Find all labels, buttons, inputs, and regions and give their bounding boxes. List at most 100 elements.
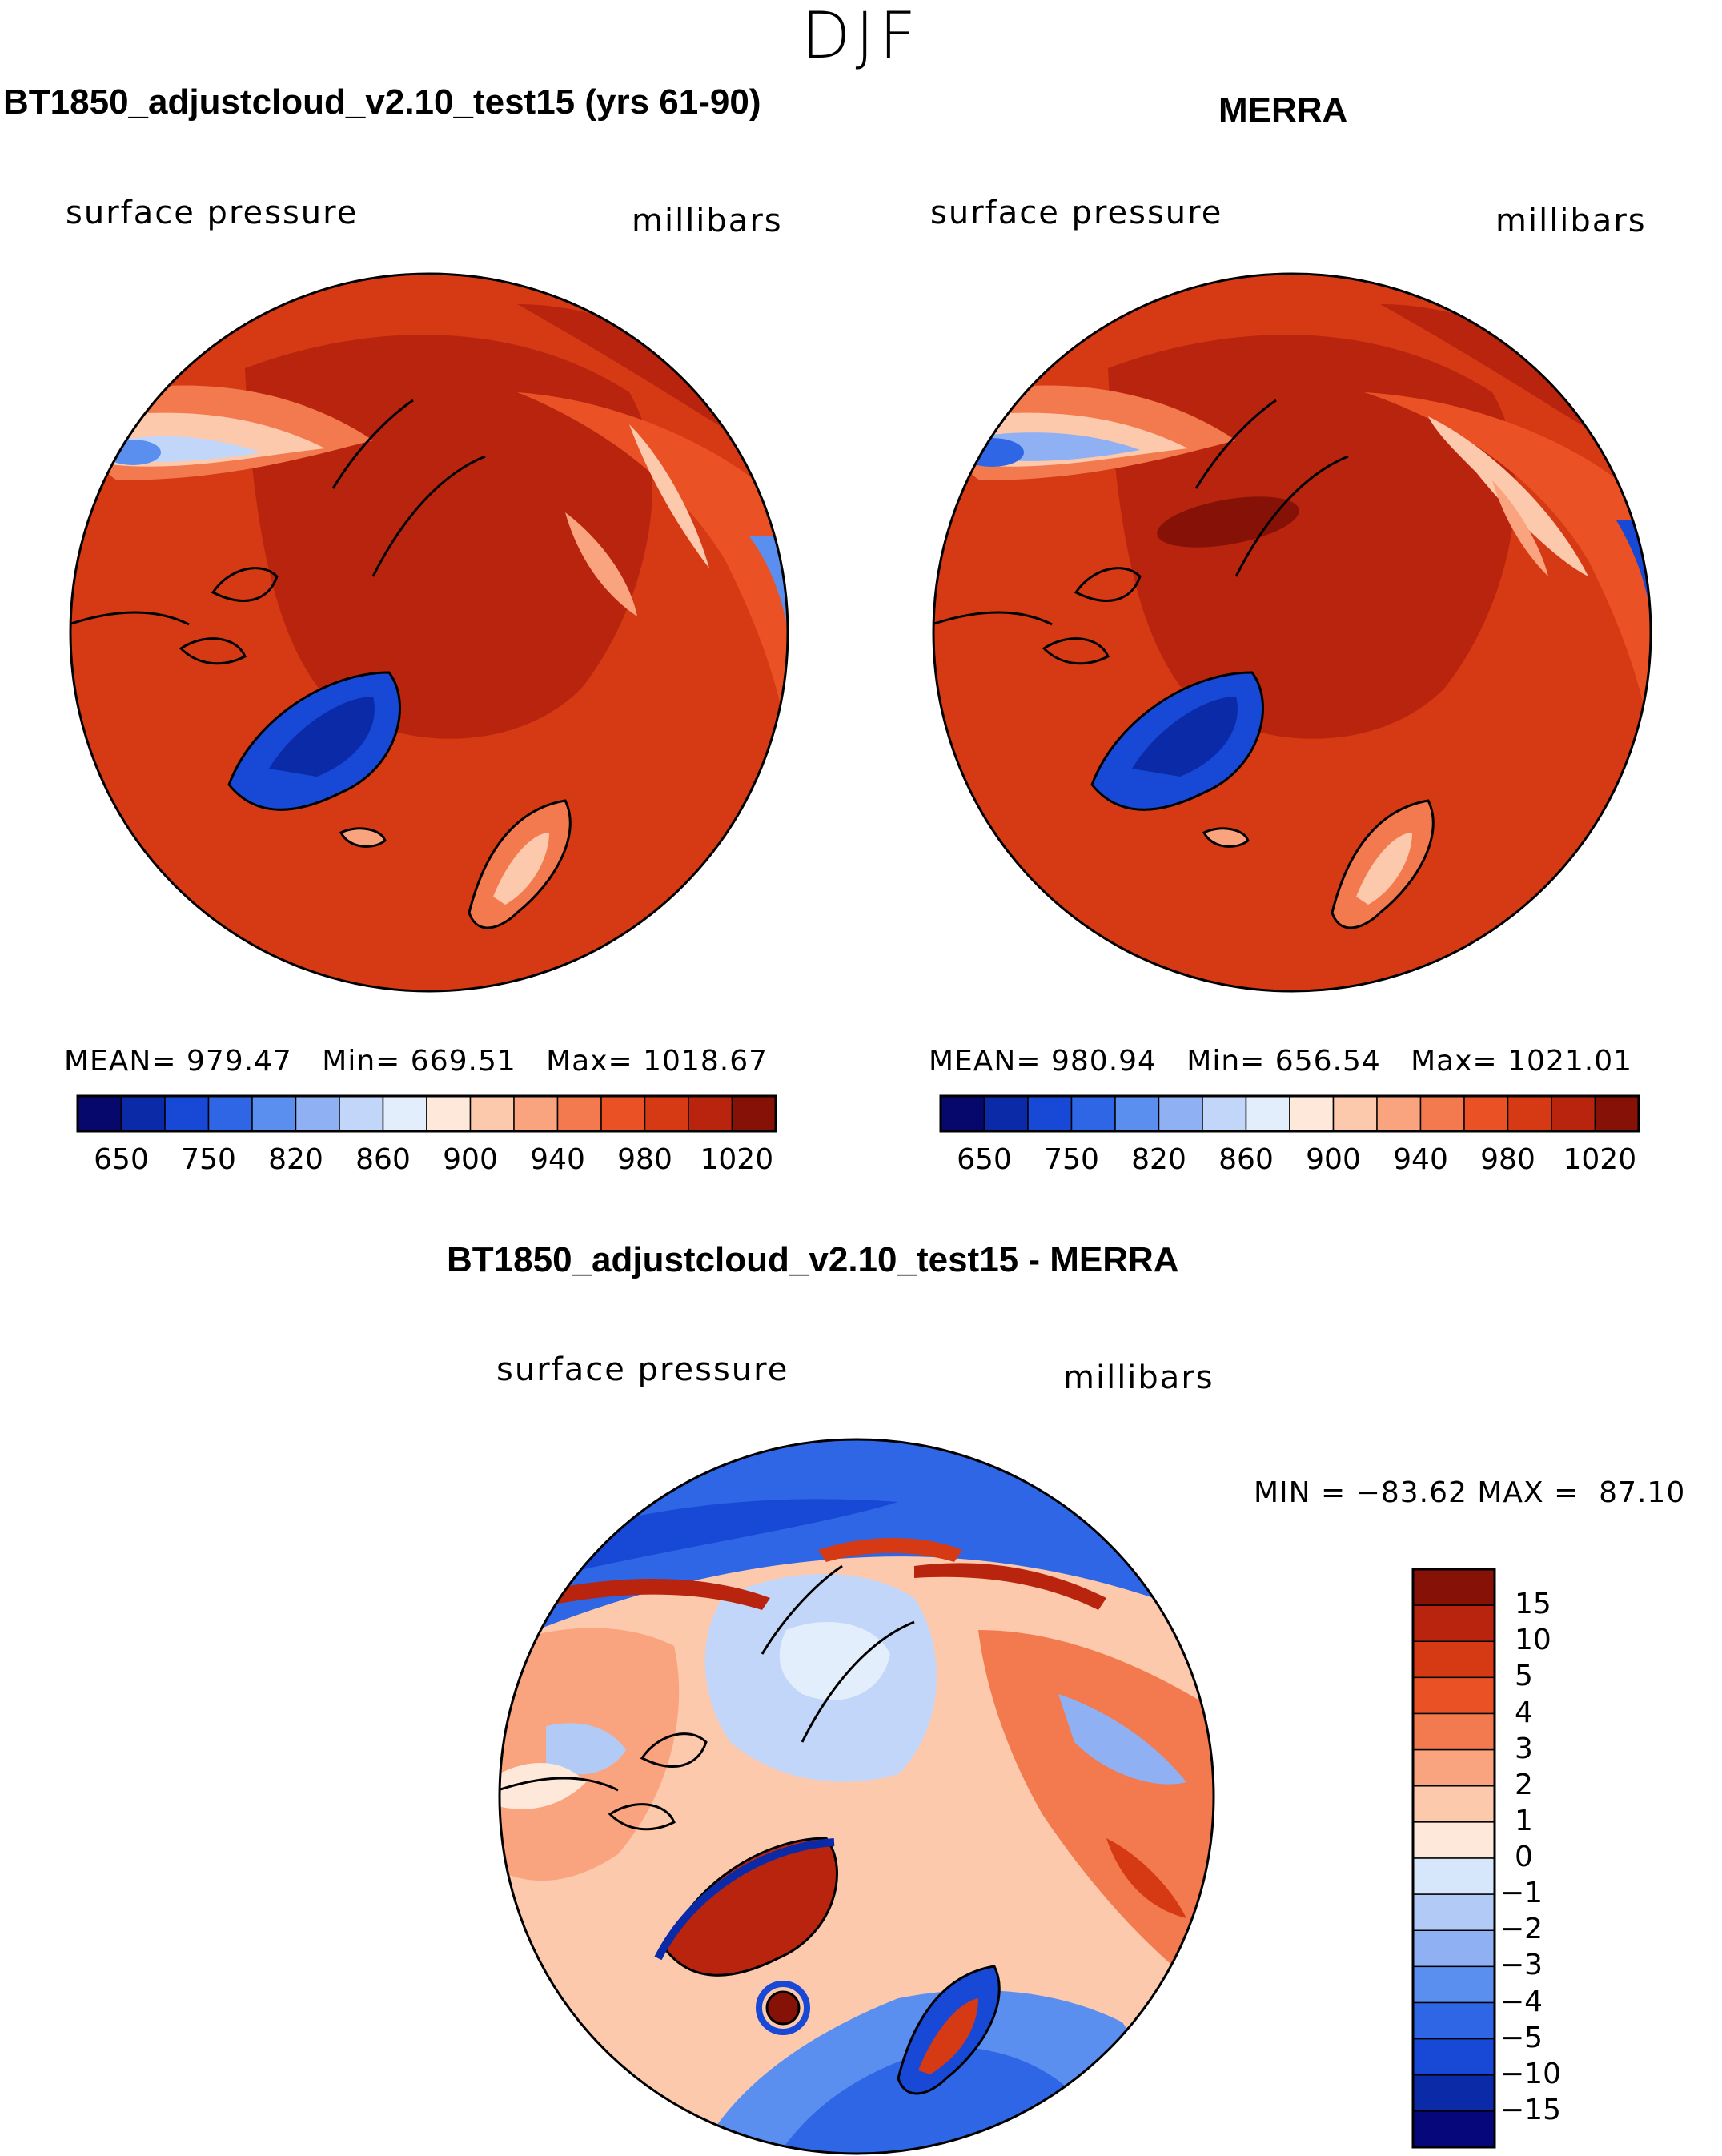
diff-colorbar-tick-label: 1: [1515, 1804, 1533, 1837]
colorbar-tick-label: 650: [957, 1143, 1012, 1176]
colorbar-swatch: [688, 1095, 733, 1132]
colorbar-swatch: [600, 1095, 646, 1132]
model-stats: MEAN= 979.47 Min= 669.51 Max= 1018.67: [64, 1045, 769, 1078]
diff-colorbar-tick-label: −1: [1500, 1877, 1543, 1910]
diff-colorbar-swatch: [1412, 1712, 1495, 1751]
greenland-anomaly: [664, 1837, 838, 1977]
colorbar-tick-label: 980: [617, 1143, 672, 1176]
diff-colorbar-swatch: [1412, 1929, 1495, 1968]
colorbar-swatch: [1551, 1095, 1596, 1132]
colorbar-tick-label: 940: [1393, 1143, 1448, 1176]
obs-polar-map: [932, 272, 1652, 993]
diff-colorbar-tick-label: −2: [1500, 1913, 1543, 1946]
colorbar-swatch: [1463, 1095, 1509, 1132]
diff-colorbar-swatch: [1412, 1821, 1495, 1859]
obs-variable-label: surface pressure: [930, 195, 1223, 231]
diff-colorbar-tick-label: −10: [1500, 2057, 1561, 2090]
colorbar-tick-label: 900: [1306, 1143, 1361, 1176]
model-units-label: millibars: [632, 203, 783, 239]
model-variable-label: surface pressure: [66, 195, 359, 231]
diff-minmax: MIN = −83.62 MAX = 87.10: [1254, 1476, 1686, 1509]
colorbar-tick-label: 860: [355, 1143, 411, 1176]
diff-colorbar-swatch: [1412, 1965, 1495, 2004]
colorbar-swatch: [1245, 1095, 1290, 1132]
colorbar-swatch: [1114, 1095, 1160, 1132]
diff-colorbar-tick-label: −4: [1500, 1985, 1543, 2018]
colorbar-swatch: [644, 1095, 689, 1132]
colorbar-swatch: [1594, 1095, 1640, 1132]
model-polar-map: [69, 272, 789, 993]
diff-colorbar-swatch: [1412, 1893, 1495, 1931]
colorbar-tick-label: 1020: [1563, 1143, 1637, 1176]
colorbar-swatch: [207, 1095, 253, 1132]
diff-colorbar-tick-label: −5: [1500, 2021, 1543, 2054]
colorbar-swatch: [1419, 1095, 1465, 1132]
diff-colorbar-swatch: [1412, 2110, 1495, 2148]
diff-colorbar-ticks: 15 10 5 4 3 2 1 0 −1 −2 −3 −4 −5 −10 −15: [1500, 1569, 1601, 2147]
diff-colorbar-tick-label: 0: [1515, 1841, 1533, 1873]
diff-colorbar-swatch: [1412, 1748, 1495, 1787]
diff-polar-map: [498, 1438, 1215, 2155]
colorbar-swatch: [120, 1095, 166, 1132]
diff-colorbar-swatch: [1412, 1640, 1495, 1679]
colorbar-tick-label: 820: [268, 1143, 323, 1176]
diff-colorbar-swatch: [1412, 2038, 1495, 2076]
colorbar-tick-label: 750: [1044, 1143, 1099, 1176]
colorbar-swatch: [983, 1095, 1029, 1132]
diff-variable-label: surface pressure: [496, 1351, 789, 1388]
diff-colorbar-tick-label: 5: [1515, 1660, 1533, 1693]
model-colorbar-ticks: 650 750 820 860 900 940 980 1020: [78, 1143, 776, 1178]
colorbar-swatch: [1376, 1095, 1422, 1132]
colorbar-swatch: [513, 1095, 559, 1132]
diff-colorbar-tick-label: 10: [1515, 1624, 1551, 1657]
diff-colorbar-swatch: [1412, 2001, 1495, 2040]
diff-colorbar-swatch: [1412, 1676, 1495, 1715]
model-colorbar: [76, 1094, 777, 1133]
diff-units-label: millibars: [1063, 1359, 1214, 1396]
colorbar-swatch: [1507, 1095, 1552, 1132]
obs-colorbar-ticks: 650 750 820 860 900 940 980 1020: [941, 1143, 1639, 1178]
colorbar-swatch: [1027, 1095, 1073, 1132]
colorbar-tick-label: 1020: [700, 1143, 774, 1176]
diff-colorbar-swatch: [1412, 1857, 1495, 1895]
colorbar-tick-label: 900: [443, 1143, 498, 1176]
colorbar-swatch: [731, 1095, 777, 1132]
diff-colorbar-tick-label: 2: [1515, 1768, 1533, 1801]
colorbar-tick-label: 650: [94, 1143, 149, 1176]
colorbar-swatch: [339, 1095, 384, 1132]
diff-colorbar-tick-label: 4: [1515, 1696, 1533, 1729]
diff-colorbar-swatch: [1412, 2074, 1495, 2112]
colorbar-swatch: [426, 1095, 472, 1132]
colorbar-swatch: [77, 1095, 122, 1132]
colorbar-swatch: [1332, 1095, 1378, 1132]
diff-colorbar-tick-label: −15: [1500, 2093, 1561, 2126]
colorbar-swatch: [1070, 1095, 1116, 1132]
colorbar-swatch: [1202, 1095, 1247, 1132]
diff-colorbar-tick-label: 15: [1515, 1588, 1551, 1621]
colorbar-swatch: [295, 1095, 340, 1132]
season-title: DJF: [801, 0, 921, 73]
colorbar-tick-label: 860: [1218, 1143, 1274, 1176]
colorbar-swatch: [251, 1095, 297, 1132]
colorbar-swatch: [1158, 1095, 1203, 1132]
colorbar-swatch: [164, 1095, 210, 1132]
obs-stats: MEAN= 980.94 Min= 656.54 Max= 1021.01: [929, 1045, 1633, 1078]
diff-colorbar-swatch: [1412, 1568, 1495, 1606]
colorbar-tick-label: 940: [530, 1143, 585, 1176]
diff-colorbar-tick-label: −3: [1500, 1949, 1543, 1982]
diff-colorbar: [1411, 1568, 1496, 2149]
diff-colorbar-tick-label: 3: [1515, 1732, 1533, 1765]
colorbar-swatch: [940, 1095, 985, 1132]
colorbar-swatch: [469, 1095, 515, 1132]
obs-panel-title: MERRA: [1218, 90, 1348, 130]
obs-units-label: millibars: [1495, 203, 1647, 239]
colorbar-swatch: [382, 1095, 427, 1132]
colorbar-tick-label: 980: [1480, 1143, 1535, 1176]
obs-colorbar: [939, 1094, 1640, 1133]
colorbar-swatch: [1289, 1095, 1335, 1132]
diff-colorbar-swatch: [1412, 1604, 1495, 1642]
colorbar-tick-label: 820: [1131, 1143, 1186, 1176]
model-panel-title: BT1850_adjustcloud_v2.10_test15 (yrs 61-…: [3, 82, 761, 122]
colorbar-swatch: [556, 1095, 602, 1132]
diff-colorbar-swatch: [1412, 1785, 1495, 1823]
